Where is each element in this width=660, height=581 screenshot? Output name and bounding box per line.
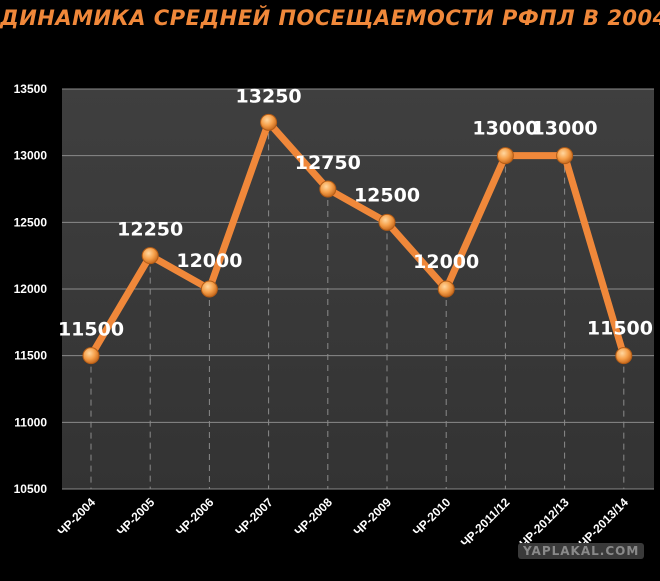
y-tick-label: 12000 <box>14 282 48 296</box>
x-tick-label: ЧР-2008 <box>292 495 335 538</box>
data-labels: 11500 12250 12000 13250 12750 12500 12000 13000… <box>58 85 653 340</box>
x-tick-label: ЧР-2004 <box>55 495 98 538</box>
data-label: 12500 <box>354 184 420 206</box>
data-label: 12000 <box>176 250 242 272</box>
x-tick-label: ЧР-2009 <box>351 495 394 538</box>
data-point <box>496 147 514 165</box>
y-axis: 10500 11000 11500 12000 12500 13000 13500 <box>14 82 48 496</box>
x-tick-label: ЧР-2012/13 <box>517 495 572 550</box>
x-tick-label: ЧР-2005 <box>114 495 157 538</box>
watermark-logo: YAPLAKAL.COM <box>518 543 645 559</box>
series-attendance <box>82 113 633 365</box>
y-tick-label: 10500 <box>14 482 48 496</box>
data-point <box>378 213 396 231</box>
data-point <box>615 347 633 365</box>
data-label: 13000 <box>532 118 598 140</box>
data-label: 12750 <box>295 152 361 174</box>
y-tick-label: 11500 <box>14 349 47 363</box>
x-tick-label: ЧР-2010 <box>410 495 453 538</box>
y-tick-label: 12500 <box>14 215 48 229</box>
x-tick-label: ЧР-2013/14 <box>576 495 631 550</box>
x-tick-label: ЧР-2011/12 <box>458 495 513 550</box>
data-label: 11500 <box>587 318 653 340</box>
data-label: 13000 <box>472 118 538 140</box>
data-point <box>200 280 218 298</box>
y-tick-label: 13500 <box>14 82 48 96</box>
series-line <box>87 118 628 360</box>
data-point <box>141 247 159 265</box>
data-point <box>260 113 278 131</box>
data-label: 13250 <box>236 85 302 107</box>
data-point <box>556 147 574 165</box>
drop-lines <box>90 122 625 489</box>
data-label: 12250 <box>117 219 183 241</box>
x-tick-label: ЧР-2007 <box>232 495 275 538</box>
chart-title: ДИНАМИКА СРЕДНЕЙ ПОСЕЩАЕМОСТИ РФПЛ В 200… <box>0 6 660 30</box>
x-axis: ЧР-2004 ЧР-2005 ЧР-2006 ЧР-2007 ЧР-2008 ЧР-20… <box>55 495 631 550</box>
x-tick-label: ЧР-2006 <box>173 495 216 538</box>
y-tick-label: 11000 <box>14 415 47 429</box>
data-point <box>82 347 100 365</box>
y-tick-label: 13000 <box>14 149 48 163</box>
data-label: 11500 <box>58 319 124 341</box>
data-label: 12000 <box>413 251 479 273</box>
data-point <box>319 180 337 198</box>
data-point <box>437 280 455 298</box>
